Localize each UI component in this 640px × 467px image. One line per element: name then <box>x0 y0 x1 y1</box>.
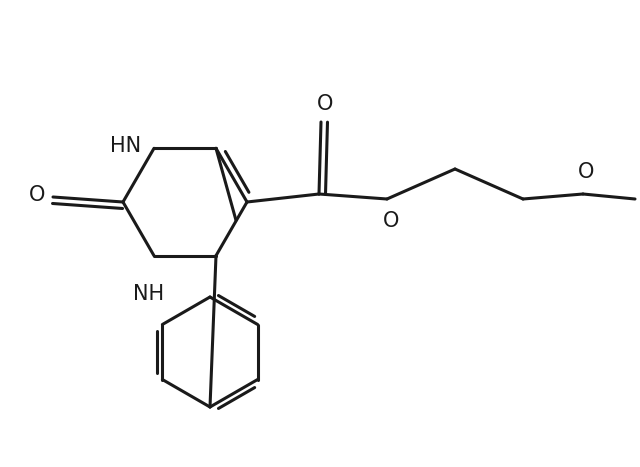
Text: O: O <box>578 162 594 182</box>
Text: O: O <box>29 185 45 205</box>
Text: O: O <box>383 211 399 231</box>
Text: HN: HN <box>111 136 141 156</box>
Text: NH: NH <box>133 283 164 304</box>
Text: O: O <box>317 94 333 114</box>
